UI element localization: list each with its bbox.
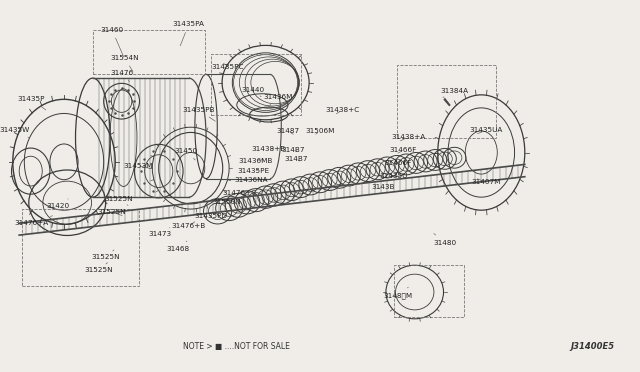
Text: 31435PC: 31435PC xyxy=(211,64,243,74)
Text: 31438+A: 31438+A xyxy=(391,134,426,141)
Text: 31435U: 31435U xyxy=(380,173,408,179)
Text: 31468: 31468 xyxy=(166,241,189,252)
Text: 31480: 31480 xyxy=(433,234,456,246)
Text: NOTE > ■ ....NOT FOR SALE: NOTE > ■ ....NOT FOR SALE xyxy=(184,342,290,351)
Text: 31473: 31473 xyxy=(148,228,172,237)
Text: 31436M: 31436M xyxy=(264,94,293,108)
Text: 31525N: 31525N xyxy=(85,263,113,273)
Bar xyxy=(211,54,301,115)
Text: 3148⒆M: 3148⒆M xyxy=(383,287,413,299)
Text: 31435PB: 31435PB xyxy=(182,107,215,121)
Text: 31435PA: 31435PA xyxy=(173,21,205,46)
Text: 31435PE: 31435PE xyxy=(237,168,269,174)
Bar xyxy=(22,209,139,286)
Text: 31453M: 31453M xyxy=(123,163,152,169)
Text: J31400E5: J31400E5 xyxy=(570,342,614,351)
Text: 31525N: 31525N xyxy=(92,250,120,260)
Text: 31407M: 31407M xyxy=(472,179,501,185)
Text: 31476+A: 31476+A xyxy=(15,216,52,226)
Text: 31435P: 31435P xyxy=(17,96,46,110)
Text: 31525N: 31525N xyxy=(98,209,126,216)
Text: 314B7: 314B7 xyxy=(282,147,305,153)
Text: 31435W: 31435W xyxy=(0,127,29,138)
Text: 31420: 31420 xyxy=(46,199,69,209)
Text: 31487: 31487 xyxy=(276,128,300,134)
Text: 31435UA: 31435UA xyxy=(470,127,503,134)
Text: 31440: 31440 xyxy=(241,87,264,97)
Text: 31476+B: 31476+B xyxy=(172,222,206,229)
Text: 31476: 31476 xyxy=(110,70,133,81)
Text: 31476+C: 31476+C xyxy=(223,190,257,196)
Text: 31384A: 31384A xyxy=(440,88,468,97)
Text: 31438+B: 31438+B xyxy=(252,146,286,152)
Text: 31506M: 31506M xyxy=(305,128,335,134)
Text: 31435PD: 31435PD xyxy=(195,211,228,219)
Text: 31525N: 31525N xyxy=(104,196,132,205)
Bar xyxy=(93,30,205,74)
Text: 31436MB: 31436MB xyxy=(239,158,273,164)
Text: 31436NA: 31436NA xyxy=(234,177,268,183)
Text: 31466F: 31466F xyxy=(385,160,412,166)
Bar xyxy=(394,265,464,317)
Text: 314B7: 314B7 xyxy=(284,156,307,162)
Text: 3143B: 3143B xyxy=(371,184,394,190)
Text: 31554N: 31554N xyxy=(111,55,139,72)
Bar xyxy=(397,65,496,138)
Text: 31450: 31450 xyxy=(174,148,197,160)
Text: 31550N: 31550N xyxy=(213,199,241,205)
Text: 31460: 31460 xyxy=(100,27,124,57)
Text: 31438+C: 31438+C xyxy=(325,107,360,114)
Text: 31466F: 31466F xyxy=(390,147,417,153)
